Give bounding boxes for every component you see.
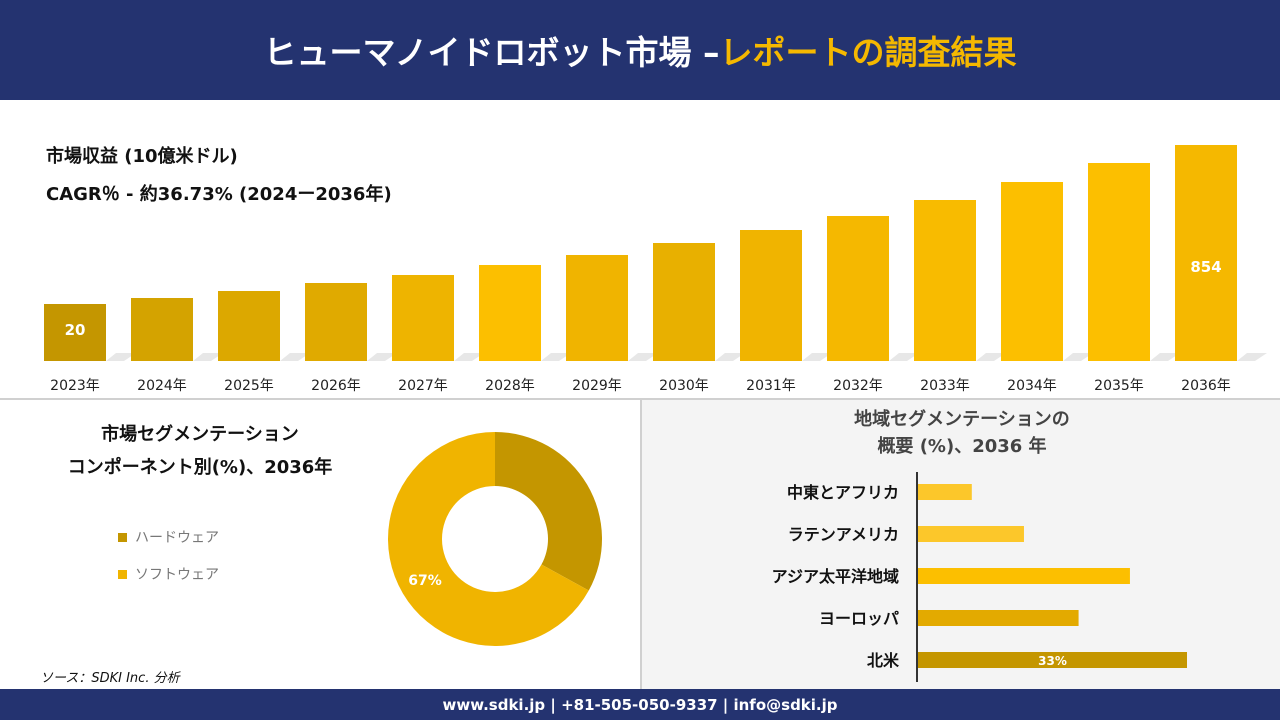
region-bar — [918, 652, 1187, 668]
legend-swatch — [118, 569, 127, 579]
bar-shadow — [889, 353, 919, 361]
bar-shadow — [280, 353, 310, 361]
bar-shadow — [541, 353, 571, 361]
bar-shadow — [454, 353, 484, 361]
revenue-bar — [1088, 163, 1150, 361]
revenue-bar — [1001, 182, 1063, 361]
bar-shadow — [1150, 353, 1180, 361]
year-tick-label: 2024年 — [137, 378, 187, 394]
region-chart-title: 地域セグメンテーションの 概要 (%)、2036 年 — [642, 406, 1280, 460]
region-category-label: アジア太平洋地域 — [772, 567, 899, 586]
divider — [0, 398, 1280, 400]
legend-label: ハードウェア — [135, 530, 219, 546]
bar-shadow — [367, 353, 397, 361]
bar-shadow — [106, 353, 136, 361]
region-data-label: 33% — [1038, 654, 1067, 668]
region-bar — [918, 568, 1130, 584]
bar-shadow — [976, 353, 1006, 361]
legend-software: ソフトウェア — [118, 564, 219, 584]
cagr-label: CAGR％ - 約36.73% (2024ー2036年) — [46, 184, 392, 205]
year-tick-label: 2023年 — [50, 378, 100, 394]
year-tick-label: 2030年 — [659, 378, 709, 394]
revenue-bar-chart: 2023年 20 2024年 2025年 2026年 2027年 2028年 2029年 203… — [44, 145, 1267, 394]
component-donut-chart: 67% — [387, 432, 602, 646]
revenue-bar — [131, 298, 193, 361]
bar-shadow — [628, 353, 658, 361]
title-accent: レポートの調査結果 — [719, 33, 1017, 72]
year-tick-label: 2031年 — [746, 378, 796, 394]
region-bar — [918, 484, 972, 500]
bar-shadow — [193, 353, 223, 361]
year-tick-label: 2028年 — [485, 378, 535, 394]
legend-swatch — [118, 532, 127, 542]
year-tick-label: 2027年 — [398, 378, 448, 394]
year-tick-label: 2034年 — [1007, 378, 1057, 394]
revenue-bar — [1175, 145, 1237, 361]
title-main: ヒューマノイドロボット市場 – — [263, 33, 720, 72]
revenue-bar — [218, 291, 280, 361]
donut-slice-software — [387, 432, 589, 646]
bar-data-label: 854 — [1190, 258, 1221, 276]
bar-shadow — [715, 353, 745, 361]
region-panel: 中東とアフリカ ラテンアメリカアジア太平洋地域ヨーロッパ北米 33% 地域セグメンテ… — [640, 400, 1280, 689]
year-tick-label: 2032年 — [833, 378, 883, 394]
revenue-bar — [653, 243, 715, 361]
revenue-bar — [479, 265, 541, 361]
region-title-line1: 地域セグメンテーションの — [854, 409, 1070, 430]
region-title-line2: 概要 (%)、2036 年 — [877, 436, 1047, 457]
revenue-bar — [827, 216, 889, 361]
component-title-line2: コンポーネント別(%)、2036年 — [67, 457, 333, 478]
legend-label: ソフトウェア — [135, 567, 219, 583]
year-tick-label: 2025年 — [224, 378, 274, 394]
revenue-bar — [305, 283, 367, 361]
year-tick-label: 2026年 — [311, 378, 361, 394]
component-chart-title: 市場セグメンテーション コンポーネント別(%)、2036年 — [30, 418, 370, 484]
page-header: ヒューマノイドロボット市場 – レポートの調査結果 — [0, 0, 1280, 100]
revenue-bar — [44, 304, 106, 361]
revenue-bar — [740, 230, 802, 361]
year-tick-label: 2035年 — [1094, 378, 1144, 394]
region-category-label: ラテンアメリカ — [788, 525, 899, 544]
region-category-label: ヨーロッパ — [819, 609, 899, 628]
bar-data-label: 20 — [65, 321, 86, 339]
component-title-line1: 市場セグメンテーション — [101, 424, 299, 445]
bar-shadow — [802, 353, 832, 361]
region-category-label: 中東とアフリカ — [787, 483, 899, 502]
region-bar — [918, 526, 1024, 542]
year-tick-label: 2033年 — [920, 378, 970, 394]
donut-data-label: 67% — [408, 573, 442, 589]
revenue-label: 市場収益 (10億米ドル) — [46, 146, 238, 167]
year-tick-label: 2029年 — [572, 378, 622, 394]
source-note: ソース：SDKI Inc. 分析 — [40, 671, 180, 686]
revenue-bar — [566, 255, 628, 361]
bar-shadow — [1237, 353, 1267, 361]
revenue-bar — [914, 200, 976, 361]
footer-contact: www.sdki.jp | +81-505-050-9337 | info@sd… — [0, 689, 1280, 720]
revenue-bar — [392, 275, 454, 361]
region-bar — [918, 610, 1079, 626]
region-category-label: 北米 — [867, 651, 900, 670]
year-tick-label: 2036年 — [1181, 378, 1231, 394]
donut-slice-hardware — [495, 432, 602, 591]
legend-hardware: ハードウェア — [118, 527, 219, 547]
bar-shadow — [1063, 353, 1093, 361]
